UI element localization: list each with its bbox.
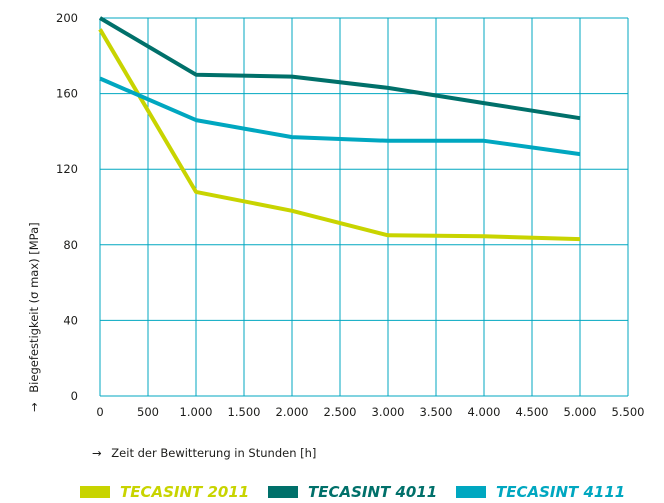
legend-label-1: TECASINT 2011	[120, 483, 249, 501]
legend-label-3: TECASINT 4111	[496, 483, 625, 501]
legend-swatch-3	[456, 486, 486, 498]
x-tick-label: 1.500	[228, 405, 261, 419]
x-tick-label: 3.000	[372, 405, 405, 419]
y-tick-label: 80	[63, 238, 78, 252]
y-tick-label: 40	[63, 313, 78, 327]
series-line-1	[98, 28, 581, 242]
x-axis-label: Zeit der Bewitterung in Stunden [h]	[111, 446, 316, 460]
x-tick-label: 5.500	[612, 405, 645, 419]
x-axis-title: → Zeit der Bewitterung in Stunden [h]	[92, 446, 316, 460]
y-tick-label: 160	[56, 87, 78, 101]
x-tick-label: 500	[137, 405, 159, 419]
x-tick-label: 4.000	[468, 405, 501, 419]
x-tick-label: 2.000	[276, 405, 309, 419]
legend-swatch-2	[268, 486, 298, 498]
grid-lines	[99, 17, 629, 397]
legend-swatch-1	[80, 486, 110, 498]
x-tick-label: 2.500	[324, 405, 357, 419]
y-axis-title: → Biegefestigkeit (σ max) [MPa]	[27, 222, 41, 412]
series-line-2	[98, 16, 581, 121]
y-axis-label: Biegefestigkeit (σ max) [MPa]	[27, 222, 41, 392]
x-axis-arrow: →	[92, 446, 102, 460]
x-tick-label: 5.000	[564, 405, 597, 419]
legend: TECASINT 2011 TECASINT 4011 TECASINT 4111	[80, 483, 625, 501]
y-tick-label: 120	[56, 162, 78, 176]
y-tick-label: 200	[56, 11, 78, 25]
series-line-3	[99, 76, 581, 157]
series-lines	[98, 16, 581, 242]
x-tick-label: 0	[96, 405, 103, 419]
y-axis-arrow: →	[27, 402, 41, 412]
legend-label-2: TECASINT 4011	[308, 483, 437, 501]
x-tick-label: 3.500	[420, 405, 453, 419]
x-tick-label: 4.500	[516, 405, 549, 419]
tick-labels: 0 500 1.000 1.500 2.000 2.500 3.000 3.500 4.000 4…	[56, 11, 644, 419]
x-tick-label: 1.000	[180, 405, 213, 419]
y-tick-label: 0	[71, 389, 78, 403]
